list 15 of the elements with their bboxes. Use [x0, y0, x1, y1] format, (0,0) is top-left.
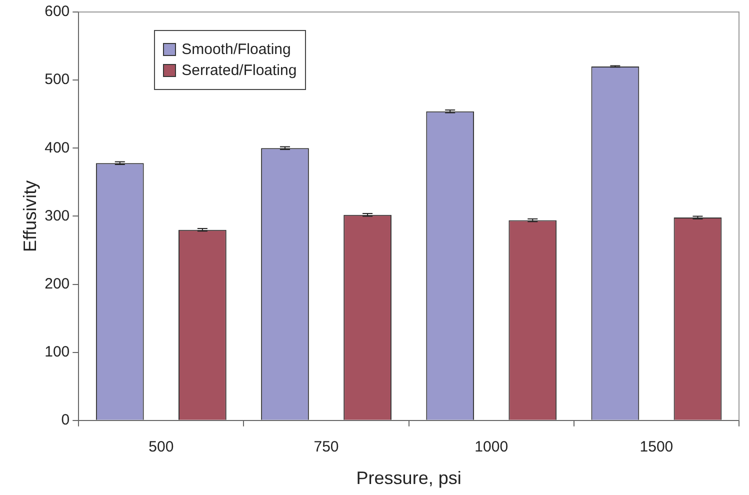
- y-tick-label: 300: [44, 207, 70, 224]
- legend-label: Serrated/Floating: [182, 62, 297, 79]
- y-tick-label: 400: [44, 139, 70, 156]
- x-axis-title: Pressure, psi: [356, 468, 462, 488]
- y-tick-label: 600: [44, 3, 70, 20]
- x-tick-label: 500: [148, 438, 174, 456]
- y-tick-label: 200: [44, 275, 70, 292]
- x-tick-label: 750: [314, 438, 339, 456]
- y-tick-label: 500: [44, 71, 70, 88]
- y-tick-label: 100: [44, 343, 70, 360]
- legend-label: Smooth/Floating: [182, 41, 291, 58]
- x-tick-label: 1500: [640, 438, 674, 456]
- x-tick-label: 1000: [474, 438, 508, 456]
- y-axis-title: Effusivity: [20, 180, 40, 252]
- y-tick-label: 0: [61, 412, 70, 429]
